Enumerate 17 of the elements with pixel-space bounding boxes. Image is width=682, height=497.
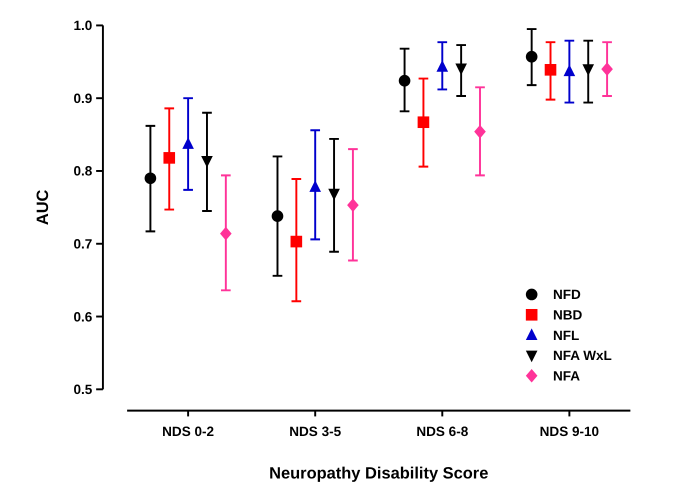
x-tick-label: NDS 9-10 [540, 424, 600, 439]
x-tick-label: NDS 3-5 [289, 424, 342, 439]
y-tick-label: 0.7 [73, 236, 92, 252]
x-axis-title: Neuropathy Disability Score [269, 464, 488, 482]
x-tick-label: NDS 0-2 [162, 424, 214, 439]
y-tick-label: 0.8 [73, 164, 93, 179]
x-tick-label: NDS 6-8 [416, 424, 469, 439]
legend-label: NBD [552, 308, 582, 323]
y-tick-label: 0.6 [73, 309, 93, 324]
y-tick-label: 0.5 [73, 382, 93, 398]
legend-label: NFA WxL [552, 348, 612, 364]
legend-label: NFL [552, 328, 580, 343]
y-axis-title: AUC [34, 189, 52, 226]
y-tick-label: 1.0 [73, 18, 92, 34]
y-tick-label: 0.9 [73, 90, 93, 106]
legend-label: NFD [552, 287, 581, 302]
legend-label: NFA [552, 368, 580, 384]
